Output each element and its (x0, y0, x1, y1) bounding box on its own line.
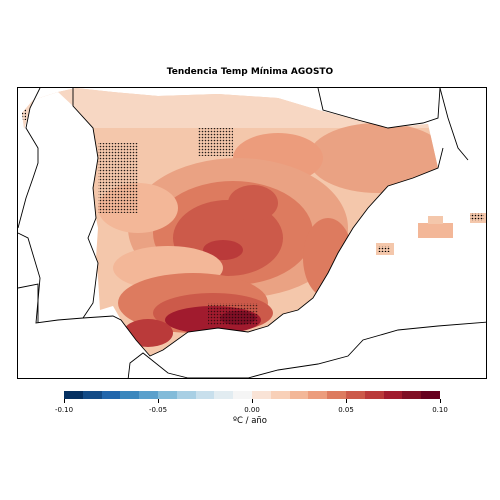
colorbar-swatch (251, 391, 271, 399)
colorbar-tick-label: 0.05 (338, 406, 354, 414)
colorbar-swatch (64, 391, 83, 399)
colorbar-swatch (120, 391, 140, 399)
colorbar-swatch (270, 391, 290, 399)
map-title: Tendencia Temp Mínima AGOSTO (166, 67, 334, 77)
colorbar-swatch (195, 391, 215, 399)
colorbar (64, 391, 440, 399)
colorbar-swatch (214, 391, 234, 399)
colorbar-swatch (421, 391, 440, 399)
colorbar-tick-mark (439, 399, 441, 403)
colorbar-tick-label: -0.05 (148, 406, 168, 414)
colorbar-swatch (402, 391, 422, 399)
colorbar-swatch (176, 391, 196, 399)
colorbar-swatch (345, 391, 365, 399)
colorbar-tick-label: 0.10 (432, 406, 448, 414)
colorbar-unit-label: ºC / año (232, 416, 267, 426)
colorbar-swatch (82, 391, 102, 399)
colorbar-swatch (139, 391, 158, 399)
colorbar-tick-mark (251, 399, 253, 403)
colorbar-swatch (101, 391, 121, 399)
colorbar-swatch (157, 391, 177, 399)
map-panel (17, 87, 487, 379)
colorbar-tick-mark (345, 399, 347, 403)
colorbar-tick-mark (157, 399, 159, 403)
colorbar-tick-label: 0.00 (244, 406, 260, 414)
colorbar-swatch (327, 391, 346, 399)
portugal-outline (18, 92, 98, 323)
colorbar-tick-label: -0.10 (54, 406, 74, 414)
colorbar-swatch (383, 391, 403, 399)
coastlines (18, 88, 486, 378)
colorbar-swatch (233, 391, 252, 399)
colorbar-swatch (289, 391, 309, 399)
colorbar-tick-mark (63, 399, 65, 403)
colorbar-swatch (364, 391, 384, 399)
balearic-islands (376, 213, 486, 255)
colorbar-swatch (308, 391, 328, 399)
